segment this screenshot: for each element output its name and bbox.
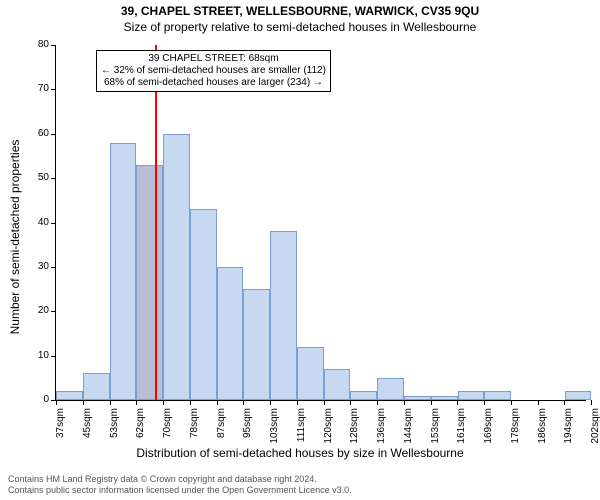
y-tick-label: 80 [27,39,49,50]
footer-attribution: Contains HM Land Registry data © Crown c… [8,474,352,496]
y-axis-label: Number of semi-detached properties [8,87,22,387]
x-tick-label: 37sqm [55,408,66,458]
x-tick-mark [591,400,592,405]
x-tick-label: 103sqm [269,408,280,458]
footer-line2: Contains public sector information licen… [8,485,352,496]
y-tick-label: 0 [27,394,49,405]
y-tick-label: 20 [27,305,49,316]
x-tick-label: 62sqm [135,408,146,458]
y-tick-mark [51,267,56,268]
x-tick-label: 70sqm [162,408,173,458]
chart-subtitle: Size of property relative to semi-detach… [0,20,600,34]
annotation-box: 39 CHAPEL STREET: 68sqm← 32% of semi-det… [96,50,331,92]
histogram-bar [163,134,190,400]
x-tick-label: 87sqm [216,408,227,458]
histogram-bar [56,391,83,400]
histogram-bar [484,391,511,400]
histogram-bar [83,373,110,400]
annotation-line: 39 CHAPEL STREET: 68sqm [101,53,326,65]
reference-line [155,45,157,400]
x-tick-label: 186sqm [537,408,548,458]
histogram-bar [458,391,485,400]
histogram-bar [565,391,592,400]
x-tick-label: 169sqm [483,408,494,458]
y-tick-mark [51,311,56,312]
x-tick-mark [243,400,244,405]
histogram-bar [404,396,431,400]
x-tick-mark [110,400,111,405]
histogram-bar [190,209,217,400]
y-tick-label: 40 [27,217,49,228]
x-tick-label: 144sqm [403,408,414,458]
x-tick-mark [377,400,378,405]
y-tick-label: 70 [27,83,49,94]
histogram-bar [324,369,351,400]
y-tick-mark [51,178,56,179]
y-tick-label: 30 [27,261,49,272]
x-tick-label: 161sqm [456,408,467,458]
x-tick-label: 128sqm [349,408,360,458]
histogram-bar [136,165,163,400]
x-tick-mark [324,400,325,405]
x-tick-mark [83,400,84,405]
histogram-bar [431,396,458,400]
x-tick-label: 95sqm [242,408,253,458]
y-tick-mark [51,356,56,357]
histogram-bar [377,378,404,400]
x-tick-label: 111sqm [296,408,307,458]
y-tick-label: 60 [27,128,49,139]
footer-line1: Contains HM Land Registry data © Crown c… [8,474,352,485]
y-tick-mark [51,89,56,90]
x-tick-mark [511,400,512,405]
x-tick-label: 153sqm [430,408,441,458]
x-tick-label: 45sqm [82,408,93,458]
annotation-line: 68% of semi-detached houses are larger (… [101,77,326,89]
y-tick-mark [51,223,56,224]
x-tick-mark [564,400,565,405]
x-tick-mark [136,400,137,405]
x-tick-mark [457,400,458,405]
x-tick-mark [297,400,298,405]
x-tick-label: 178sqm [510,408,521,458]
x-tick-mark [163,400,164,405]
x-tick-mark [484,400,485,405]
x-tick-mark [404,400,405,405]
x-tick-label: 120sqm [323,408,334,458]
histogram-bar [350,391,377,400]
x-tick-mark [350,400,351,405]
x-tick-mark [217,400,218,405]
y-tick-mark [51,134,56,135]
histogram-bar [217,267,244,400]
histogram-bar [243,289,270,400]
x-tick-mark [56,400,57,405]
x-tick-label: 136sqm [376,408,387,458]
histogram-bar [270,231,297,400]
x-tick-label: 194sqm [563,408,574,458]
x-tick-label: 78sqm [189,408,200,458]
chart-container: 39, CHAPEL STREET, WELLESBOURNE, WARWICK… [0,0,600,500]
y-tick-label: 50 [27,172,49,183]
chart-title: 39, CHAPEL STREET, WELLESBOURNE, WARWICK… [0,4,600,18]
y-tick-mark [51,45,56,46]
histogram-bar [110,143,137,400]
y-tick-label: 10 [27,350,49,361]
annotation-line: ← 32% of semi-detached houses are smalle… [101,65,326,77]
x-tick-mark [431,400,432,405]
x-tick-mark [190,400,191,405]
plot-area: 39 CHAPEL STREET: 68sqm← 32% of semi-det… [55,45,586,401]
x-tick-mark [538,400,539,405]
x-tick-label: 202sqm [590,408,600,458]
x-tick-mark [270,400,271,405]
histogram-bar [297,347,324,400]
x-tick-label: 53sqm [109,408,120,458]
